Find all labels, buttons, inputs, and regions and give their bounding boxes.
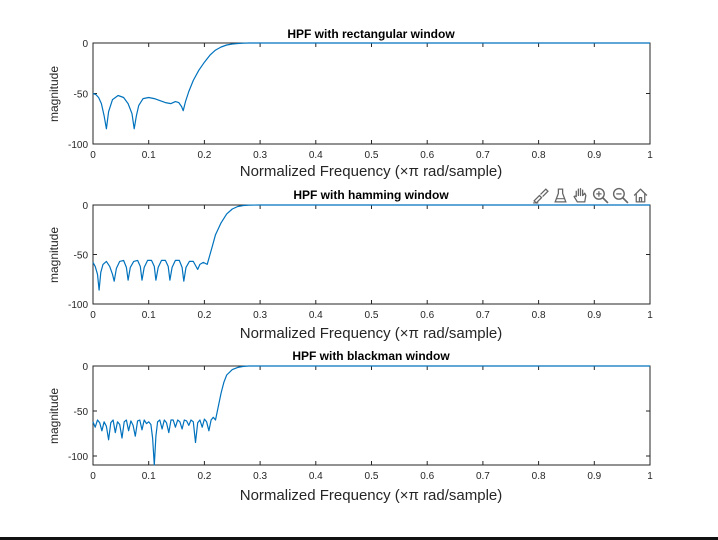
x-tick-label: 0.5 bbox=[365, 310, 379, 321]
y-tick-label: 0 bbox=[82, 362, 88, 373]
magnitude-response-line bbox=[92, 42, 650, 130]
x-tick-label: 0 bbox=[90, 310, 96, 321]
zoom-in-icon bbox=[592, 187, 609, 204]
plot-title: HPF with blackman window bbox=[292, 349, 450, 363]
plot-area bbox=[92, 204, 651, 305]
x-tick-label: 0.7 bbox=[476, 150, 490, 161]
x-tick-label: 0 bbox=[90, 471, 96, 482]
x-tick-label: 0.2 bbox=[197, 150, 211, 161]
y-tick-label: -50 bbox=[74, 251, 89, 262]
x-tick-label: 0.2 bbox=[197, 471, 211, 482]
zoom-in-button[interactable] bbox=[591, 186, 610, 205]
x-tick-label: 0.6 bbox=[420, 150, 434, 161]
x-tick-label: 0.9 bbox=[587, 471, 601, 482]
brush-icon bbox=[533, 187, 549, 204]
axes-blackman-window[interactable]: HPF with blackman window Normalized Freq… bbox=[47, 349, 653, 504]
x-tick-label: 0.6 bbox=[420, 471, 434, 482]
x-tick-label: 0.1 bbox=[142, 471, 156, 482]
restore-view-button[interactable] bbox=[631, 186, 650, 205]
x-tick-label: 0 bbox=[90, 150, 96, 161]
x-tick-label: 1 bbox=[647, 471, 653, 482]
x-tick-label: 0.5 bbox=[365, 471, 379, 482]
plot-title: HPF with hamming window bbox=[293, 188, 449, 202]
x-tick-label: 0.4 bbox=[309, 150, 323, 161]
axes-rectangular-window[interactable]: HPF with rectangular window Normalized F… bbox=[47, 27, 653, 180]
y-tick-label: -100 bbox=[68, 140, 88, 151]
plot-title: HPF with rectangular window bbox=[287, 27, 455, 41]
axes-hamming-window[interactable]: HPF with hamming window Normalized Frequ… bbox=[47, 188, 653, 342]
data-tips-icon bbox=[554, 187, 567, 203]
x-tick-label: 0.4 bbox=[309, 471, 323, 482]
y-tick-label: -100 bbox=[68, 452, 88, 463]
x-tick-label: 0.3 bbox=[253, 471, 267, 482]
y-tick-label: -100 bbox=[68, 300, 88, 311]
x-tick-label: 1 bbox=[647, 310, 653, 321]
x-tick-label: 0.7 bbox=[476, 471, 490, 482]
x-axis-label: Normalized Frequency (×π rad/sample) bbox=[240, 487, 503, 504]
x-tick-label: 0.8 bbox=[532, 150, 546, 161]
pan-button[interactable] bbox=[571, 186, 590, 205]
x-axis-label: Normalized Frequency (×π rad/sample) bbox=[240, 163, 503, 180]
y-axis-label: magnitude bbox=[47, 388, 61, 444]
y-axis-label: magnitude bbox=[47, 66, 61, 122]
magnitude-response-line bbox=[92, 365, 650, 466]
magnitude-response-line bbox=[92, 204, 650, 291]
x-tick-label: 1 bbox=[647, 150, 653, 161]
x-tick-label: 0.6 bbox=[420, 310, 434, 321]
x-tick-label: 0.1 bbox=[142, 310, 156, 321]
x-axis-label: Normalized Frequency (×π rad/sample) bbox=[240, 325, 503, 342]
plot-area bbox=[92, 365, 651, 466]
x-tick-label: 0.3 bbox=[253, 150, 267, 161]
y-tick-label: -50 bbox=[74, 407, 89, 418]
x-tick-label: 0.4 bbox=[309, 310, 323, 321]
x-tick-label: 0.5 bbox=[365, 150, 379, 161]
y-tick-label: 0 bbox=[82, 201, 88, 212]
x-tick-label: 0.8 bbox=[532, 310, 546, 321]
zoom-out-icon bbox=[612, 187, 629, 204]
y-tick-label: -50 bbox=[74, 90, 89, 101]
data-tips-button[interactable] bbox=[551, 186, 570, 205]
home-icon bbox=[633, 187, 648, 203]
brush-button[interactable] bbox=[531, 186, 550, 205]
y-tick-label: 0 bbox=[82, 39, 88, 50]
x-tick-label: 0.9 bbox=[587, 310, 601, 321]
plot-area bbox=[92, 42, 651, 145]
x-tick-label: 0.9 bbox=[587, 150, 601, 161]
x-tick-label: 0.3 bbox=[253, 310, 267, 321]
pan-hand-icon bbox=[573, 187, 587, 203]
x-tick-label: 0.8 bbox=[532, 471, 546, 482]
axes-toolbar bbox=[531, 185, 650, 205]
x-tick-label: 0.7 bbox=[476, 310, 490, 321]
x-tick-label: 0.2 bbox=[197, 310, 211, 321]
zoom-out-button[interactable] bbox=[611, 186, 630, 205]
y-axis-label: magnitude bbox=[47, 227, 61, 283]
x-tick-label: 0.1 bbox=[142, 150, 156, 161]
bottom-border bbox=[0, 537, 718, 540]
